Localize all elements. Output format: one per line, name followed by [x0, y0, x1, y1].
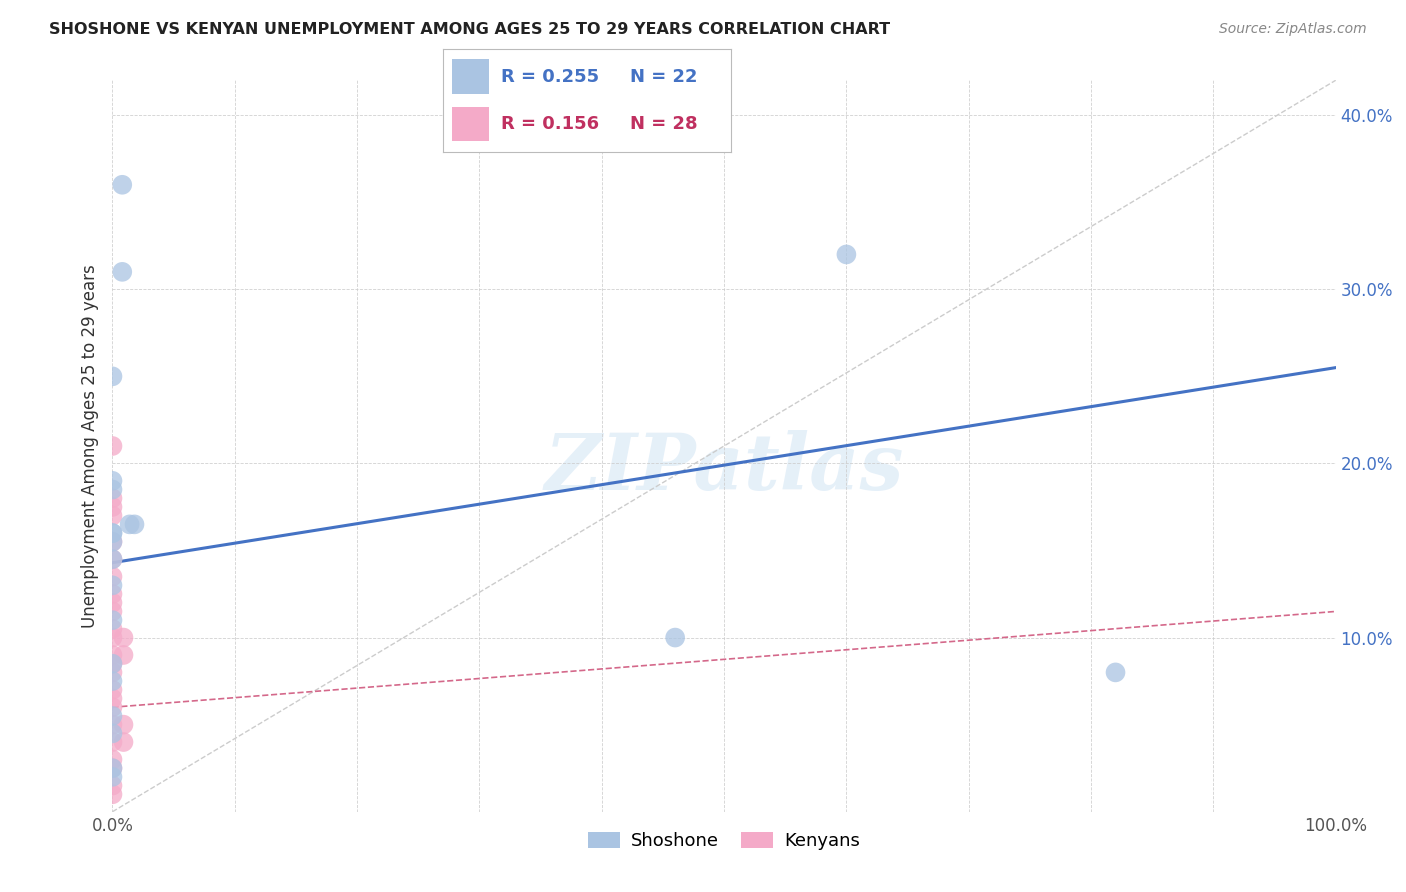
- Point: [101, 674, 124, 689]
- Point: [101, 439, 124, 453]
- Y-axis label: Unemployment Among Ages 25 to 29 years: Unemployment Among Ages 25 to 29 years: [80, 264, 98, 628]
- Point: [101, 596, 124, 610]
- Text: N = 22: N = 22: [630, 68, 697, 86]
- Point: [101, 491, 124, 506]
- Point: [101, 631, 124, 645]
- Legend: Shoshone, Kenyans: Shoshone, Kenyans: [581, 825, 868, 857]
- Point: [101, 534, 124, 549]
- Point: [101, 474, 124, 488]
- Point: [101, 700, 124, 714]
- Point: [101, 657, 124, 671]
- Point: [101, 613, 124, 627]
- Point: [101, 691, 124, 706]
- Text: ZIPatlas: ZIPatlas: [544, 430, 904, 506]
- Text: Source: ZipAtlas.com: Source: ZipAtlas.com: [1219, 22, 1367, 37]
- Point: [112, 717, 135, 731]
- Point: [101, 770, 124, 784]
- Point: [101, 483, 124, 497]
- Point: [111, 178, 134, 192]
- Point: [101, 726, 124, 740]
- Point: [101, 534, 124, 549]
- Point: [101, 526, 124, 541]
- Point: [835, 247, 858, 261]
- Point: [101, 569, 124, 583]
- Point: [111, 265, 134, 279]
- Point: [118, 517, 141, 532]
- Point: [101, 752, 124, 766]
- Text: SHOSHONE VS KENYAN UNEMPLOYMENT AMONG AGES 25 TO 29 YEARS CORRELATION CHART: SHOSHONE VS KENYAN UNEMPLOYMENT AMONG AG…: [49, 22, 890, 37]
- Point: [101, 735, 124, 749]
- Point: [101, 709, 124, 723]
- Point: [101, 508, 124, 523]
- Point: [101, 552, 124, 566]
- Point: [101, 604, 124, 618]
- FancyBboxPatch shape: [451, 59, 489, 95]
- Point: [112, 735, 135, 749]
- Point: [101, 657, 124, 671]
- Point: [101, 682, 124, 697]
- Point: [101, 552, 124, 566]
- Point: [1104, 665, 1126, 680]
- Text: N = 28: N = 28: [630, 115, 697, 133]
- Text: R = 0.156: R = 0.156: [501, 115, 599, 133]
- Point: [101, 761, 124, 775]
- Point: [101, 648, 124, 662]
- Point: [101, 665, 124, 680]
- Point: [101, 526, 124, 541]
- FancyBboxPatch shape: [451, 106, 489, 141]
- Point: [101, 500, 124, 514]
- Point: [101, 787, 124, 801]
- Point: [101, 622, 124, 636]
- Point: [101, 761, 124, 775]
- Point: [112, 631, 135, 645]
- Point: [101, 587, 124, 601]
- Point: [112, 648, 135, 662]
- Point: [101, 578, 124, 592]
- Point: [101, 369, 124, 384]
- Point: [124, 517, 146, 532]
- Text: R = 0.255: R = 0.255: [501, 68, 599, 86]
- Point: [101, 717, 124, 731]
- Point: [101, 779, 124, 793]
- Point: [664, 631, 686, 645]
